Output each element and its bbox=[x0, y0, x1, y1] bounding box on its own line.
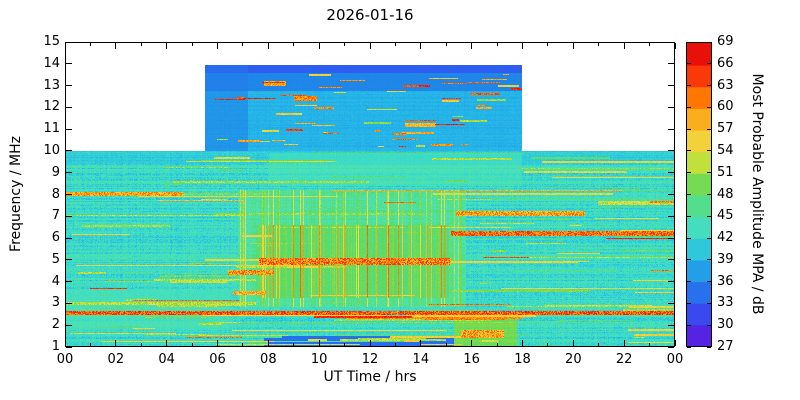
x-tick-label: 20 bbox=[565, 352, 582, 367]
x-tick-label: 04 bbox=[158, 352, 175, 367]
cb-tick-label: 48 bbox=[717, 186, 734, 202]
y-tick-label: 13 bbox=[43, 77, 60, 93]
cb-tick-label: 39 bbox=[717, 251, 734, 267]
x-tick-label: 06 bbox=[209, 352, 226, 367]
x-tick-label: 10 bbox=[310, 352, 328, 367]
plot-area bbox=[65, 42, 675, 347]
y-tick-label: 15 bbox=[43, 34, 60, 49]
cb-tick-label: 33 bbox=[717, 295, 734, 311]
y-tick-label: 10 bbox=[43, 142, 60, 158]
y-tick-label: 7 bbox=[51, 208, 60, 224]
cb-tick-label: 27 bbox=[717, 339, 734, 354]
y-tick-label: 12 bbox=[43, 99, 60, 115]
x-tick-label: 22 bbox=[615, 352, 633, 367]
x-tick-label: 12 bbox=[361, 352, 379, 367]
cb-tick-label: 60 bbox=[717, 99, 734, 115]
y-tick-label: 6 bbox=[51, 230, 60, 246]
y-tick-label: 1 bbox=[51, 339, 60, 354]
y-tick-label: 5 bbox=[51, 251, 60, 267]
y-tick-label: 11 bbox=[43, 121, 60, 137]
x-tick-label: 02 bbox=[107, 352, 125, 367]
cb-tick-label: 45 bbox=[717, 208, 734, 224]
heatmap-canvas bbox=[66, 43, 674, 346]
x-tick-label: 00 bbox=[56, 352, 74, 367]
x-tick-label: 16 bbox=[463, 352, 480, 367]
x-axis-label: UT Time / hrs bbox=[323, 369, 417, 385]
cb-tick-label: 69 bbox=[717, 34, 734, 49]
y-axis-label: Frequency / MHz bbox=[8, 136, 24, 252]
chart-title: 2026-01-16 bbox=[326, 6, 414, 24]
y-tick-label: 9 bbox=[51, 164, 60, 180]
y-tick-label: 4 bbox=[51, 273, 60, 289]
cb-tick-label: 42 bbox=[717, 230, 734, 246]
cb-tick-label: 57 bbox=[717, 121, 734, 137]
cb-tick-label: 30 bbox=[717, 317, 734, 333]
cb-tick-label: 51 bbox=[717, 164, 734, 180]
x-tick-label: 14 bbox=[412, 352, 430, 367]
colorbar bbox=[686, 42, 712, 347]
colorbar-label: Most Probable Amplitude MPA / dB bbox=[749, 73, 765, 315]
y-tick-label: 14 bbox=[43, 55, 60, 71]
y-tick-label: 2 bbox=[51, 317, 60, 333]
y-tick-label: 3 bbox=[51, 295, 60, 311]
cb-tick-label: 63 bbox=[717, 77, 734, 93]
x-tick-label: 08 bbox=[260, 352, 277, 367]
x-tick-label: 18 bbox=[514, 352, 531, 367]
cb-tick-label: 66 bbox=[717, 55, 734, 71]
cb-tick-label: 36 bbox=[717, 273, 734, 289]
cb-tick-label: 54 bbox=[717, 142, 734, 158]
y-tick-label: 8 bbox=[51, 186, 60, 202]
x-tick-label: 00 bbox=[666, 352, 684, 367]
colorbar-canvas bbox=[687, 43, 711, 346]
